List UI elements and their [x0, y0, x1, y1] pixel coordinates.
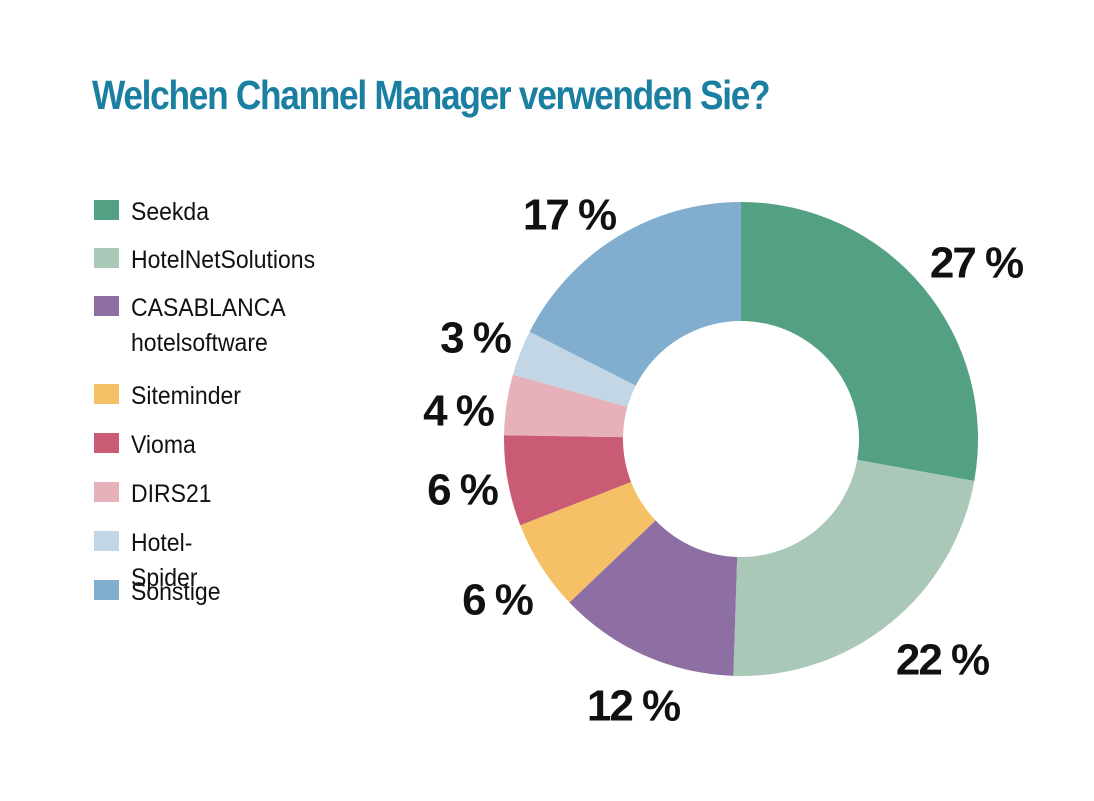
legend-swatch: [94, 580, 119, 600]
legend-swatch: [94, 296, 119, 316]
legend-label: DIRS21: [131, 480, 212, 508]
legend-swatch: [94, 482, 119, 502]
legend-swatch: [94, 433, 119, 453]
legend-label: Hotel-Spider: [131, 529, 198, 592]
legend-label: Seekda: [131, 198, 210, 226]
slice-percent-label: 17 %: [523, 191, 616, 240]
legend-swatch: [94, 248, 119, 268]
legend-label: Vioma: [131, 431, 196, 459]
slice-percent-label: 12 %: [587, 682, 680, 731]
legend-item: Seekda: [94, 195, 216, 230]
donut-slice: [512, 331, 636, 407]
slice-percent-label: 3 %: [440, 314, 511, 363]
legend-item: Hotel-Spider: [94, 526, 203, 596]
legend-label: CASABLANCA hotelsoftware: [131, 294, 286, 357]
legend-item: DIRS21: [94, 477, 219, 512]
donut-slice: [741, 202, 978, 481]
donut-slice: [529, 202, 741, 386]
legend-label: HotelNetSolutions: [131, 246, 316, 274]
donut-slice: [520, 481, 656, 603]
chart-title: Welchen Channel Manager verwenden Sie?: [92, 72, 771, 118]
slice-percent-label: 27 %: [930, 239, 1023, 288]
donut-slice: [504, 435, 632, 526]
slice-percent-label: 6 %: [427, 466, 498, 515]
legend-item: Siteminder: [94, 379, 251, 414]
legend-item: Vioma: [94, 428, 201, 463]
slice-percent-label: 22 %: [896, 636, 989, 685]
donut-slice: [504, 374, 628, 438]
slice-percent-label: 4 %: [423, 387, 494, 436]
donut-slice: [733, 459, 975, 677]
legend-swatch: [94, 384, 119, 404]
slice-percent-label: 6 %: [462, 576, 533, 625]
legend-item: Sonstige: [94, 575, 228, 610]
legend-swatch: [94, 531, 119, 551]
donut-slice: [569, 520, 738, 676]
legend-item: CASABLANCA hotelsoftware: [94, 291, 299, 361]
legend-swatch: [94, 200, 119, 220]
legend-label: Siteminder: [131, 382, 241, 410]
legend-label: Sonstige: [131, 578, 221, 606]
legend-item: HotelNetSolutions: [94, 243, 331, 278]
